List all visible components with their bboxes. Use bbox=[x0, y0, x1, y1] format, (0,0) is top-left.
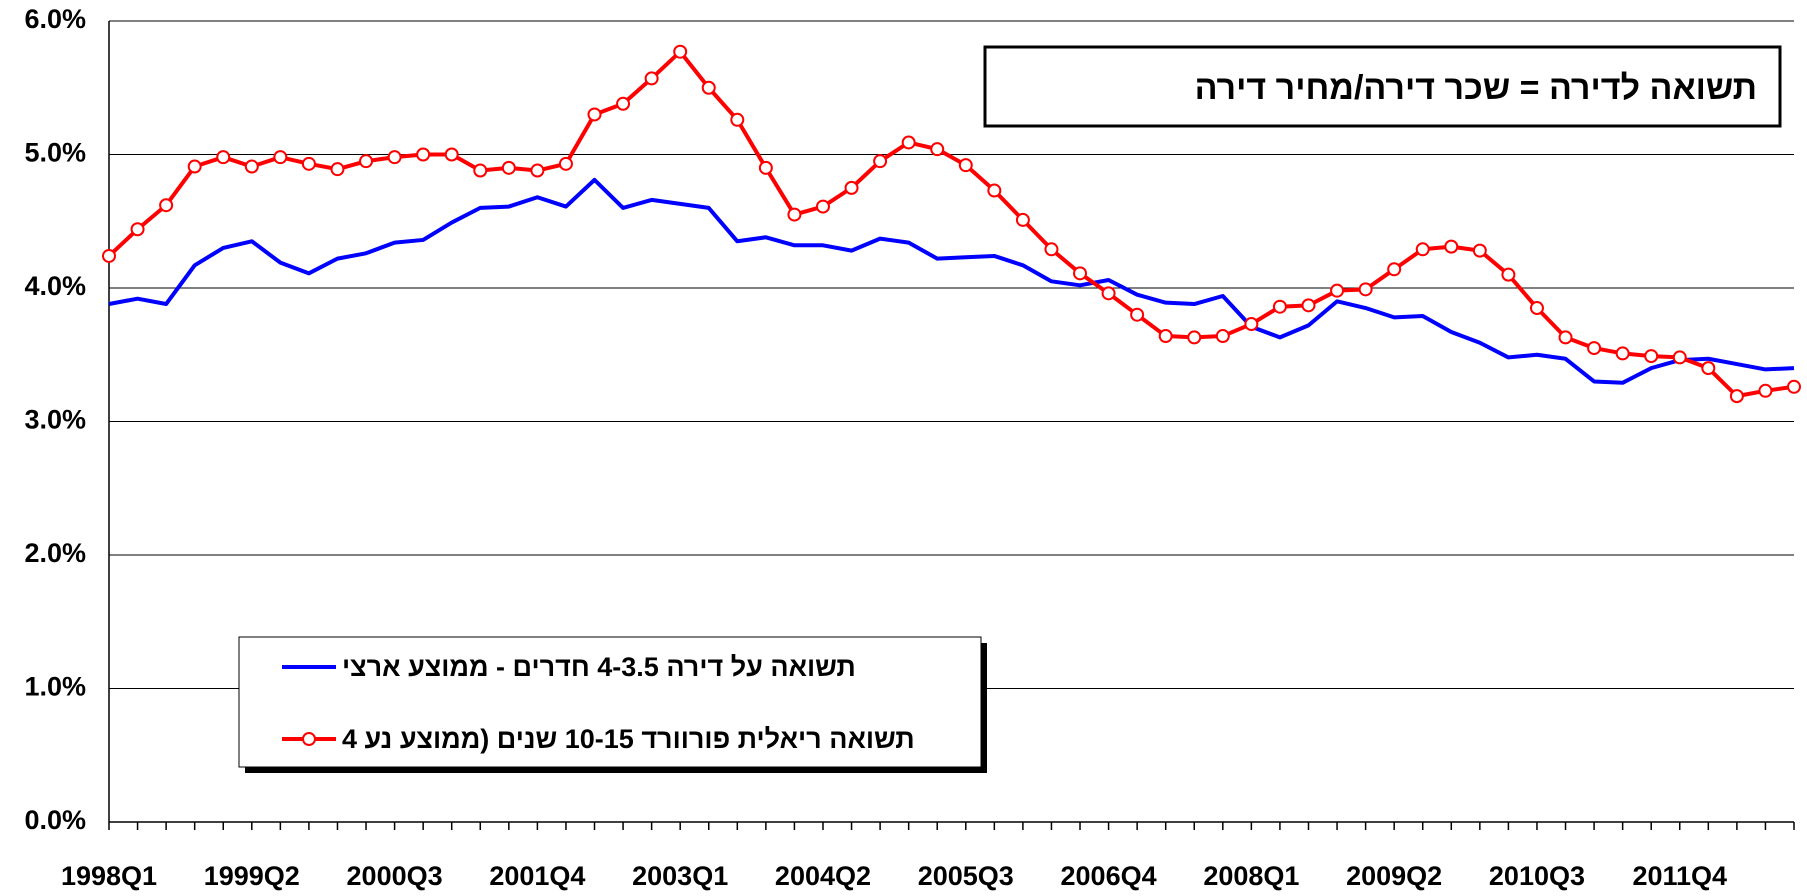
marker bbox=[1472, 243, 1487, 258]
marker bbox=[1758, 383, 1773, 398]
marker bbox=[1158, 329, 1173, 344]
marker bbox=[1787, 379, 1801, 394]
x-tick-label: 2004Q2 bbox=[775, 861, 871, 891]
marker bbox=[1701, 361, 1716, 376]
marker bbox=[1415, 242, 1430, 257]
marker bbox=[159, 198, 174, 213]
marker bbox=[187, 159, 202, 174]
marker bbox=[444, 147, 459, 162]
marker bbox=[1644, 349, 1659, 364]
marker bbox=[644, 71, 659, 86]
marker bbox=[673, 44, 688, 59]
x-tick-label: 2003Q1 bbox=[632, 861, 728, 891]
legend-marker bbox=[302, 732, 316, 746]
x-tick-label: 1999Q2 bbox=[204, 861, 300, 891]
marker bbox=[1529, 301, 1544, 316]
legend-label: תשואה על דירה 4-3.5 חדרים - ממוצע ארצי bbox=[342, 652, 856, 682]
marker bbox=[330, 162, 345, 177]
marker bbox=[130, 222, 145, 237]
marker bbox=[273, 150, 288, 165]
marker bbox=[473, 163, 488, 178]
marker bbox=[930, 142, 945, 157]
marker bbox=[1587, 341, 1602, 356]
marker bbox=[1244, 317, 1259, 332]
marker bbox=[244, 159, 259, 174]
marker bbox=[1501, 267, 1516, 282]
x-tick-label: 2000Q3 bbox=[347, 861, 443, 891]
marker bbox=[901, 135, 916, 150]
marker bbox=[1672, 350, 1687, 365]
marker bbox=[558, 156, 573, 171]
marker bbox=[1358, 282, 1373, 297]
marker bbox=[815, 199, 830, 214]
marker bbox=[416, 147, 431, 162]
marker bbox=[987, 183, 1002, 198]
marker bbox=[1272, 299, 1287, 314]
marker bbox=[1615, 346, 1630, 361]
y-tick-label: 6.0% bbox=[24, 4, 86, 34]
title-box bbox=[983, 45, 1782, 128]
legend-label: תשואה ריאלית פורוורד 10-15 שנים (ממוצע נ… bbox=[342, 724, 915, 754]
y-tick-label: 2.0% bbox=[24, 538, 86, 568]
marker bbox=[1015, 212, 1030, 227]
line bbox=[108, 177, 1795, 385]
marker bbox=[1729, 389, 1744, 404]
marker bbox=[701, 80, 716, 95]
marker bbox=[1301, 298, 1316, 313]
marker bbox=[873, 154, 888, 169]
y-tick-label: 0.0% bbox=[24, 805, 86, 835]
x-tick-label: 1998Q1 bbox=[61, 861, 157, 891]
marker bbox=[359, 154, 374, 169]
marker bbox=[616, 96, 631, 111]
marker bbox=[787, 207, 802, 222]
marker bbox=[1558, 330, 1573, 345]
x-tick-label: 2001Q4 bbox=[489, 861, 585, 891]
legend bbox=[238, 636, 982, 768]
marker bbox=[1215, 329, 1230, 344]
marker bbox=[1387, 262, 1402, 277]
marker bbox=[1444, 239, 1459, 254]
marker bbox=[216, 150, 231, 165]
marker bbox=[844, 180, 859, 195]
y-tick-label: 4.0% bbox=[24, 271, 86, 301]
marker bbox=[1187, 330, 1202, 345]
marker bbox=[1130, 307, 1145, 322]
x-tick-label: 2009Q2 bbox=[1346, 861, 1442, 891]
marker bbox=[1101, 286, 1116, 301]
marker bbox=[387, 150, 402, 165]
marker bbox=[730, 112, 745, 127]
marker bbox=[102, 248, 116, 263]
marker bbox=[501, 160, 516, 175]
y-tick-label: 1.0% bbox=[24, 672, 86, 702]
x-tick-label: 2008Q1 bbox=[1203, 861, 1299, 891]
x-tick-label: 2010Q3 bbox=[1489, 861, 1585, 891]
marker bbox=[301, 156, 316, 171]
y-tick-label: 3.0% bbox=[24, 405, 86, 435]
marker bbox=[1330, 283, 1345, 298]
x-tick-label: 2006Q4 bbox=[1061, 861, 1157, 891]
x-tick-label: 2005Q3 bbox=[918, 861, 1014, 891]
marker bbox=[1073, 266, 1088, 281]
marker bbox=[530, 163, 545, 178]
marker bbox=[758, 160, 773, 175]
x-tick-label: 2011Q4 bbox=[1632, 861, 1727, 891]
marker bbox=[587, 107, 602, 122]
chart-title: תשואה לדירה = שכר דירה/מחיר דירה bbox=[1195, 69, 1757, 107]
marker bbox=[1044, 242, 1059, 257]
y-tick-label: 5.0% bbox=[24, 138, 86, 168]
marker bbox=[958, 158, 973, 173]
